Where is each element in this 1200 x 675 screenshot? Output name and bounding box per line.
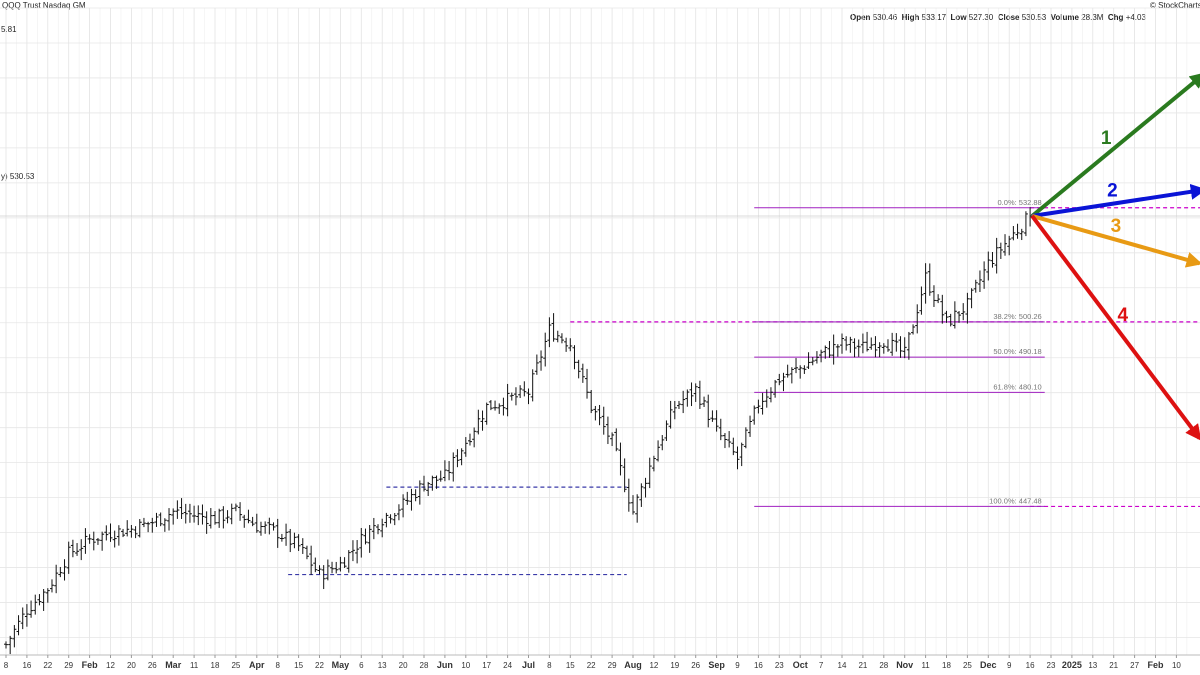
x-tick-label: Dec	[980, 660, 997, 670]
x-tick-label: 22	[43, 661, 52, 670]
fib-level-label: 61.8%: 480.10	[993, 382, 1041, 391]
x-tick-label: 8	[547, 661, 552, 670]
x-tick-label: 11	[921, 661, 930, 670]
x-tick-label: 27	[1130, 661, 1139, 670]
ohlc-low: Low 527.30	[950, 13, 994, 22]
x-tick-label: Feb	[82, 660, 99, 670]
x-tick-label: 28	[879, 661, 888, 670]
scenario-label-1: 1	[1101, 128, 1112, 149]
x-tick-label: 16	[22, 661, 31, 670]
x-tick-label: Sep	[708, 660, 725, 670]
watermark: © StockCharts	[1150, 1, 1200, 10]
x-tick-label: 16	[754, 661, 763, 670]
x-tick-label: 26	[691, 661, 700, 670]
ohlc-volume: Volume 28.3M	[1050, 13, 1104, 22]
x-tick-label: 24	[503, 661, 512, 670]
x-tick-label: 21	[858, 661, 867, 670]
ohlc-high: High 533.17	[901, 13, 947, 22]
x-tick-label: 23	[775, 661, 784, 670]
x-tick-label: 18	[942, 661, 951, 670]
support-lines	[288, 207, 1200, 576]
x-tick-label: Nov	[896, 660, 913, 670]
x-tick-label: 10	[461, 661, 470, 670]
scenario-arrow-2	[1031, 183, 1200, 218]
top-left-value: 5.81	[1, 25, 17, 34]
x-tick-label: 23	[1047, 661, 1056, 670]
ohlc-open: Open 530.46	[850, 13, 898, 22]
fib-level-label: 50.0%: 490.18	[993, 347, 1041, 356]
ohlc-readout: Open 530.46 High 533.17 Low 527.30 Close…	[850, 13, 1146, 22]
x-tick-label: 15	[294, 661, 303, 670]
scenario-arrow-1	[1030, 72, 1200, 218]
x-tick-label: 28	[420, 661, 429, 670]
x-tick-label: 7	[819, 661, 824, 670]
x-tick-label: 20	[127, 661, 136, 670]
scenario-label-4: 4	[1117, 305, 1128, 326]
x-tick-label: 20	[399, 661, 408, 670]
x-tick-label: 22	[315, 661, 324, 670]
x-tick-label: 12	[106, 661, 115, 670]
x-tick-label: 16	[1026, 661, 1035, 670]
x-tick-label: 25	[963, 661, 972, 670]
fibonacci-retracement: 0.0%: 532.88 38.2%: 500.26 50.0%: 490.18 61…	[754, 198, 1045, 507]
x-axis: 8 16 22 29 Feb 12 20 26 Mar 11 18 25 Apr 8 15 22 May 6 13 2…	[0, 654, 1200, 670]
x-tick-label: 17	[482, 661, 491, 670]
fib-level-label: 0.0%: 532.88	[998, 198, 1042, 207]
ohlc-close: Close 530.53	[997, 13, 1047, 22]
x-tick-label: May	[332, 660, 350, 670]
x-tick-label: Apr	[249, 660, 265, 670]
x-tick-label: Mar	[165, 660, 182, 670]
x-tick-label: 22	[587, 661, 596, 670]
x-tick-label: 29	[64, 661, 73, 670]
x-tick-label: 8	[4, 661, 9, 670]
x-tick-label: 29	[608, 661, 617, 670]
x-tick-label: 6	[359, 661, 364, 670]
x-tick-label: 10	[1172, 661, 1181, 670]
x-tick-label: 15	[566, 661, 575, 670]
x-tick-label: 2025	[1062, 660, 1082, 670]
x-tick-label: 9	[1007, 661, 1012, 670]
x-tick-label: 19	[670, 661, 679, 670]
x-tick-label: 13	[1088, 661, 1097, 670]
x-tick-label: Aug	[624, 660, 642, 670]
x-tick-label: 9	[735, 661, 740, 670]
ohlc-change: Chg +4.03	[1107, 13, 1146, 22]
scenario-label-3: 3	[1111, 216, 1122, 237]
x-tick-label: 21	[1109, 661, 1118, 670]
price-overlay-label: y) 530.53	[1, 172, 35, 181]
x-tick-label: Oct	[793, 660, 808, 670]
x-tick-label: Feb	[1147, 660, 1164, 670]
fib-level-label: 38.2%: 500.26	[993, 312, 1041, 321]
scenario-label-2: 2	[1107, 181, 1118, 202]
x-tick-label: 8	[275, 661, 280, 670]
x-tick-label: Jun	[437, 660, 453, 670]
scenario-arrow-3	[1031, 214, 1200, 268]
price-bars	[4, 207, 1033, 655]
scenario-arrow-4	[1030, 214, 1200, 441]
x-tick-label: 25	[231, 661, 240, 670]
scenario-arrows: 1 2 3 4	[1030, 72, 1200, 441]
x-tick-label: 18	[211, 661, 220, 670]
x-tick-label: Jul	[522, 660, 535, 670]
x-tick-label: 12	[649, 661, 658, 670]
chart-title: QQQ Trust Nasdaq GM	[2, 1, 86, 10]
x-tick-label: 14	[838, 661, 847, 670]
x-tick-label: 26	[148, 661, 157, 670]
x-tick-label: 11	[190, 661, 199, 670]
x-tick-label: 13	[378, 661, 387, 670]
gridlines	[0, 7, 1200, 655]
fib-level-label: 100.0%: 447.48	[989, 496, 1042, 505]
